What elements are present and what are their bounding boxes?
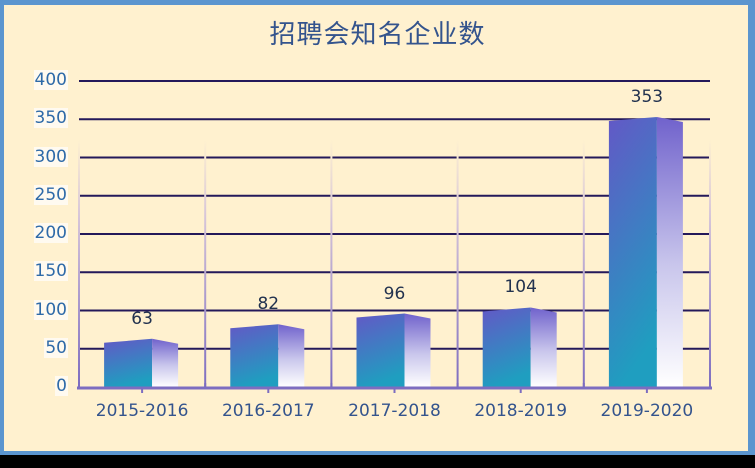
x-tick-label: 2015-2016 <box>95 401 189 421</box>
x-tick-label: 2016-2017 <box>221 401 315 421</box>
x-tick-label: 2018-2019 <box>474 401 568 421</box>
bar-value-label: 353 <box>630 86 664 107</box>
x-tick-label: 2017-2018 <box>348 401 441 421</box>
y-tick-label: 150 <box>33 261 68 282</box>
x-axis <box>77 382 712 393</box>
bar-value-label: 104 <box>504 277 537 298</box>
y-tick-label: 50 <box>44 337 68 358</box>
x-tick-label: 2019-2020 <box>600 401 694 421</box>
y-tick-label: 300 <box>33 146 68 167</box>
bar <box>482 307 557 387</box>
y-tick-label: 0 <box>55 376 68 396</box>
bar <box>608 116 683 387</box>
y-tick-label: 100 <box>33 299 68 320</box>
bar <box>356 313 431 387</box>
y-tick-label: 400 <box>33 70 68 90</box>
bar-value-label: 63 <box>131 308 153 329</box>
bar-value-label: 96 <box>383 283 406 304</box>
bar <box>104 338 179 387</box>
bar <box>230 324 305 387</box>
chart-title: 招聘会知名企业数 <box>269 20 486 50</box>
y-tick-label: 350 <box>33 108 68 129</box>
gridlines <box>79 80 710 350</box>
category-separators <box>78 140 711 387</box>
y-tick-label: 250 <box>33 184 68 205</box>
y-tick-label: 200 <box>33 223 68 243</box>
bar-value-label: 82 <box>257 294 280 315</box>
bars <box>104 116 683 387</box>
